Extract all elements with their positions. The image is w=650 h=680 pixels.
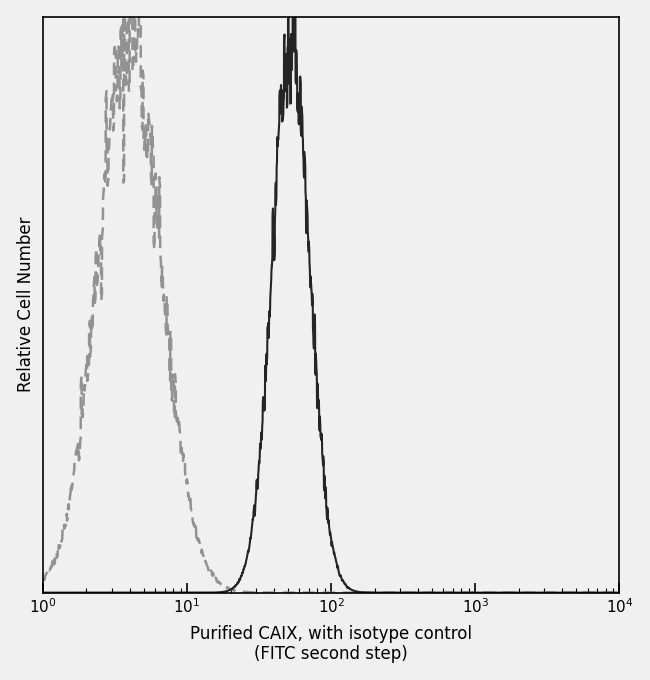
X-axis label: Purified CAIX, with isotype control
(FITC second step): Purified CAIX, with isotype control (FIT… <box>190 624 473 663</box>
Y-axis label: Relative Cell Number: Relative Cell Number <box>17 217 34 392</box>
